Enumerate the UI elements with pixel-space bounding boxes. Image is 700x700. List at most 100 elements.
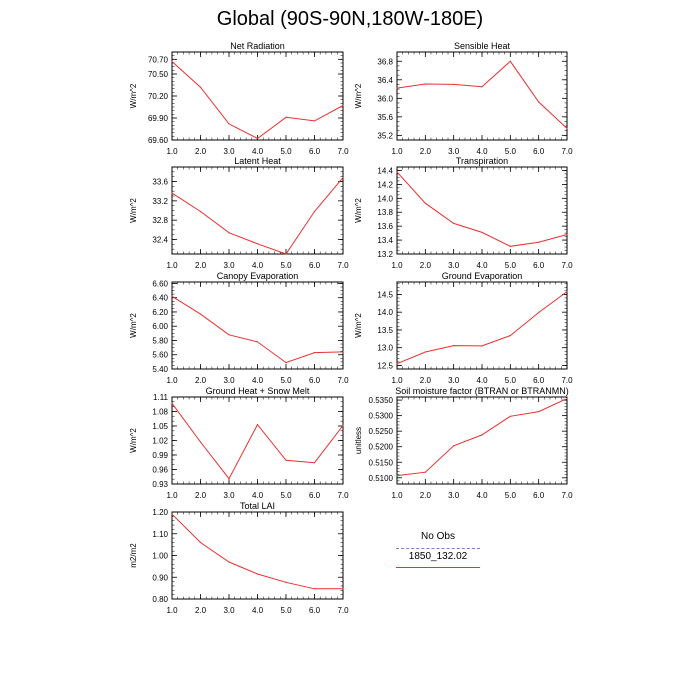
data-point xyxy=(424,83,426,85)
y-tick-label: 13.4 xyxy=(377,236,393,245)
panel-net-radiation: Net Radiation 1.0 2.0 3.0 4.0 5.0 6.0 7.0 69.60 6… xyxy=(129,41,349,156)
data-point xyxy=(566,233,568,236)
series-line xyxy=(396,398,568,477)
data-point xyxy=(538,101,540,103)
x-tick-label: 1.0 xyxy=(391,147,403,156)
data-point xyxy=(509,60,511,62)
x-tick-label: 2.0 xyxy=(195,606,207,615)
data-point xyxy=(171,60,173,63)
data-point xyxy=(453,344,455,347)
data-point xyxy=(228,561,230,563)
data-point xyxy=(256,243,259,245)
series-line xyxy=(396,60,568,129)
x-tick-label: 7.0 xyxy=(561,147,573,156)
x-tick-label: 7.0 xyxy=(337,376,349,385)
panel-title: Ground Heat + Snow Melt xyxy=(206,386,310,396)
y-tick-label: 32.4 xyxy=(152,236,168,245)
legend-swatch-no-obs xyxy=(396,548,480,549)
data-point xyxy=(285,116,287,118)
x-tick-label: 1.0 xyxy=(391,261,403,270)
y-tick-label: 0.5100 xyxy=(369,474,394,483)
y-tick-label: 35.6 xyxy=(377,113,393,122)
data-point xyxy=(285,459,287,461)
data-point xyxy=(285,253,287,255)
y-tick-label: 0.5250 xyxy=(369,427,394,436)
y-tick-label: 0.80 xyxy=(152,595,168,604)
panel-total-lai: Total LAI 1.0 2.0 3.0 4.0 5.0 6.0 7.0 0.80 0.90 1.… xyxy=(129,501,349,615)
panel-ground-evaporation: Ground Evaporation 1.0 2.0 3.0 4.0 5.0 6.0 7.0 1… xyxy=(354,271,573,385)
data-point xyxy=(509,335,511,337)
y-axis-label: W/m^2 xyxy=(129,83,138,108)
x-tick-label: 4.0 xyxy=(252,606,264,615)
panel-title: Transpiration xyxy=(456,156,508,166)
x-tick-label: 4.0 xyxy=(476,147,488,156)
panel-title: Total LAI xyxy=(240,501,275,511)
data-point xyxy=(424,202,426,204)
y-tick-label: 1.10 xyxy=(152,530,168,539)
x-tick-label: 4.0 xyxy=(476,261,488,270)
x-tick-label: 2.0 xyxy=(420,147,432,156)
panel-sensible-heat: Sensible Heat 1.0 2.0 3.0 4.0 5.0 6.0 7.0 35.2 35… xyxy=(354,41,573,156)
y-tick-label: 36.8 xyxy=(377,57,393,66)
x-tick-label: 1.0 xyxy=(166,606,178,615)
y-tick-label: 35.2 xyxy=(377,131,393,140)
plot-frame xyxy=(171,396,344,485)
data-point xyxy=(199,210,202,213)
y-tick-label: 13.5 xyxy=(377,326,393,335)
x-tick-label: 2.0 xyxy=(420,491,432,500)
y-tick-label: 1.02 xyxy=(152,437,168,446)
x-tick-label: 1.0 xyxy=(391,491,403,500)
y-axis-label: W/m^2 xyxy=(129,198,138,223)
data-point xyxy=(228,123,230,125)
x-tick-label: 1.0 xyxy=(391,376,403,385)
x-tick-label: 6.0 xyxy=(309,376,321,385)
data-point xyxy=(481,231,483,234)
x-tick-label: 3.0 xyxy=(223,606,235,615)
x-tick-label: 7.0 xyxy=(561,261,573,270)
y-axis-label: W/m^2 xyxy=(129,313,138,338)
x-tick-label: 5.0 xyxy=(280,491,292,500)
x-tick-label: 2.0 xyxy=(195,147,207,156)
data-point xyxy=(509,415,511,417)
data-point xyxy=(171,192,173,194)
panel-title: Ground Evaporation xyxy=(442,271,523,281)
x-tick-label: 2.0 xyxy=(195,376,207,385)
y-tick-label: 13.6 xyxy=(377,222,393,231)
y-tick-label: 14.2 xyxy=(377,180,393,189)
y-tick-label: 13.8 xyxy=(377,208,393,217)
plot-frame xyxy=(396,281,568,370)
series-line xyxy=(171,295,344,364)
x-tick-label: 4.0 xyxy=(476,376,488,385)
y-tick-label: 0.5350 xyxy=(369,396,394,405)
data-point xyxy=(313,462,316,464)
x-tick-label: 2.0 xyxy=(195,261,207,270)
y-tick-label: 32.8 xyxy=(152,216,168,225)
data-point xyxy=(199,86,202,88)
x-tick-label: 2.0 xyxy=(420,376,432,385)
data-point xyxy=(256,137,259,140)
y-tick-label: 1.08 xyxy=(152,408,168,417)
x-tick-label: 3.0 xyxy=(223,491,235,500)
y-tick-label: 70.50 xyxy=(148,70,169,79)
y-axis-label: m2/m2 xyxy=(129,543,138,568)
data-point xyxy=(342,177,344,179)
data-point xyxy=(566,397,568,400)
y-tick-label: 5.40 xyxy=(152,365,168,374)
x-tick-label: 6.0 xyxy=(533,261,545,270)
panel-latent-heat: Latent Heat 1.0 2.0 3.0 4.0 5.0 6.0 7.0 32.4 32.8… xyxy=(129,156,349,270)
data-point xyxy=(453,83,455,86)
y-tick-label: 6.00 xyxy=(152,322,168,331)
data-point xyxy=(342,351,344,353)
data-point xyxy=(285,361,287,364)
data-point xyxy=(538,241,540,243)
panel-transpiration: Transpiration 1.0 2.0 3.0 4.0 5.0 6.0 7.0 13.2 13… xyxy=(354,156,573,270)
y-tick-label: 69.60 xyxy=(148,136,169,145)
y-tick-label: 0.96 xyxy=(152,466,168,475)
data-point xyxy=(424,351,426,353)
y-tick-label: 0.90 xyxy=(152,573,168,582)
y-tick-label: 5.80 xyxy=(152,336,168,345)
y-tick-label: 13.0 xyxy=(377,344,393,353)
y-axis-label: W/m^2 xyxy=(129,428,138,453)
data-point xyxy=(509,245,511,247)
